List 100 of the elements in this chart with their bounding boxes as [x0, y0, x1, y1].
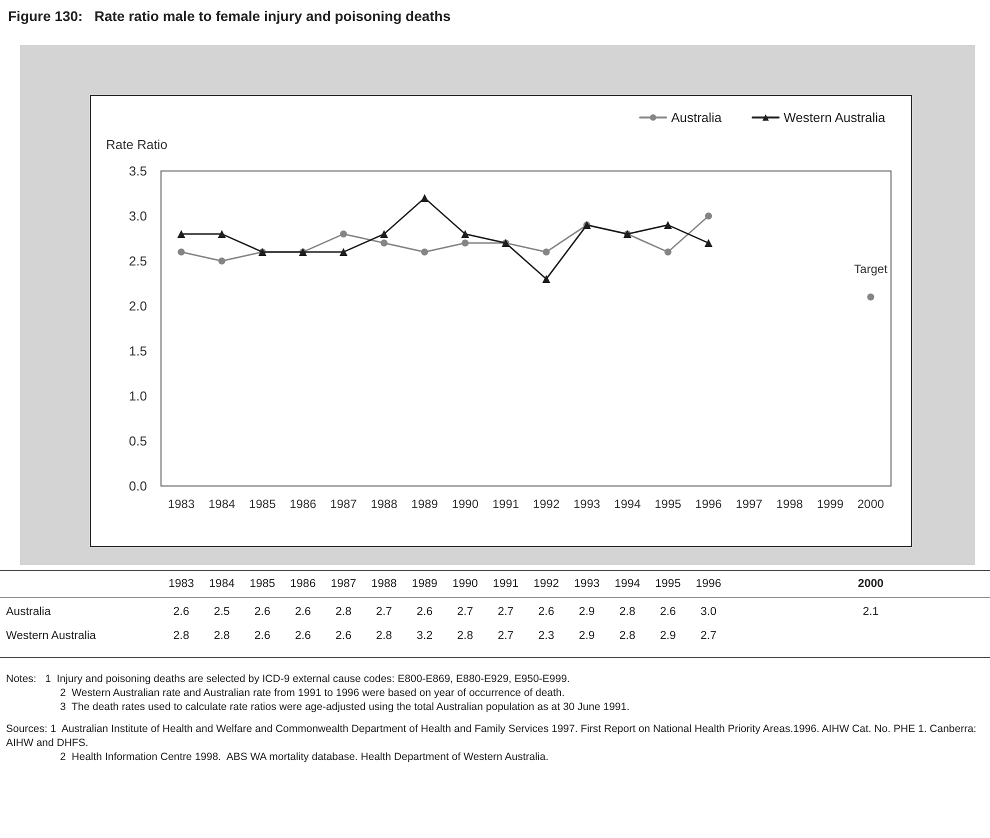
y-axis-title: Rate Ratio	[106, 137, 168, 152]
data-label: 2.8	[618, 606, 636, 618]
data-label: 2.6	[658, 606, 677, 618]
point	[380, 230, 388, 238]
point	[705, 212, 712, 220]
x-tick-label: 1995	[654, 497, 682, 511]
point	[421, 248, 428, 256]
x-tick-label: 1990	[452, 497, 479, 511]
text: Western Australia	[6, 630, 96, 642]
point	[218, 230, 226, 238]
x-tick-label: 1985	[249, 497, 276, 511]
data-label: 2.8	[375, 630, 394, 642]
x-tick-label: 1994	[614, 497, 642, 511]
x-tick-label: 1987	[330, 497, 358, 511]
text: Australia	[6, 606, 51, 618]
point	[178, 248, 185, 256]
data-label: 2.8	[212, 630, 231, 642]
point	[340, 230, 347, 238]
data-label: 2.6	[334, 630, 352, 642]
category-label: 1989	[412, 578, 438, 590]
x-tick-label: 1984	[208, 497, 236, 511]
annotation: Target	[854, 262, 888, 276]
y-tick-label: 3.0	[128, 208, 147, 224]
data-label: 2.8	[172, 630, 190, 642]
point	[461, 230, 470, 238]
data-label: 2.1	[862, 606, 880, 618]
data-label: 3.2	[416, 630, 434, 642]
x-tick-label: 1997	[736, 497, 763, 511]
data-label: 2.6	[253, 606, 272, 618]
text: Notes: 1 Injury and poisoning deaths are selected by ICD-9 external cause codes: E800-E869, E880-E929, E950-E999.	[6, 672, 571, 686]
x-tick-label: 1996	[695, 497, 722, 511]
x-tick-label: 1998	[776, 497, 804, 511]
data-label: 2.7	[456, 606, 474, 618]
text: 2 Health Information Centre 1998. ABS WA mortality database. Health Department of Western Australia.	[59, 750, 550, 764]
category-label: 1996	[696, 578, 722, 590]
data-label: 2.6	[537, 606, 556, 618]
category-label: 1994	[614, 578, 640, 590]
legend-label: Australia	[671, 110, 722, 125]
category-label: 2000	[858, 578, 884, 590]
y-tick-label: 3.5	[128, 164, 147, 178]
category-label: 1990	[452, 578, 478, 590]
x-tick-label: 1989	[411, 497, 438, 511]
data-label: 2.9	[658, 630, 677, 642]
data-label: 2.6	[294, 630, 312, 642]
y-tick-label: 0.5	[128, 434, 147, 448]
data-label: 2.7	[375, 606, 394, 618]
y-tick-label: 0.0	[128, 478, 147, 494]
point	[542, 248, 550, 256]
x-tick-label: 1988	[370, 497, 398, 511]
point	[867, 294, 874, 300]
category-label: 1993	[574, 578, 600, 590]
y-tick-label: 2.5	[128, 254, 147, 268]
category-label: 1991	[492, 578, 519, 590]
data-label: 2.9	[578, 630, 596, 642]
point	[420, 194, 429, 202]
x-tick-label: 1992	[532, 497, 560, 511]
point	[177, 230, 186, 238]
data-label: 2.5	[212, 606, 231, 618]
category-label: 1984	[209, 578, 235, 590]
point	[542, 275, 550, 283]
category-label: 1985	[250, 578, 276, 590]
x-tick-label: 1999	[816, 497, 844, 511]
point	[664, 248, 672, 256]
data-label: 2.8	[456, 630, 474, 642]
category-label: 1992	[533, 578, 560, 590]
data-label: 2.3	[537, 630, 556, 642]
y-tick-label: 2.0	[128, 298, 147, 314]
chart-title: Figure 130: Rate ratio male to female injury and poisoning deaths	[8, 8, 451, 24]
data-label: 2.8	[618, 630, 636, 642]
y-tick-label: 1.0	[128, 388, 147, 404]
category-label: 1987	[330, 578, 356, 590]
point	[380, 240, 388, 246]
data-label: 2.7	[700, 630, 718, 642]
point	[218, 258, 226, 264]
category-label: 1983	[168, 578, 194, 590]
data-label: 2.7	[496, 606, 515, 618]
data-label: 2.8	[334, 606, 352, 618]
x-tick-label: 2000	[857, 497, 884, 511]
point	[462, 240, 469, 246]
x-tick-label: 1991	[492, 497, 520, 511]
y-tick-label: 1.5	[128, 344, 147, 358]
x-tick-label: 1993	[573, 497, 601, 511]
data-label: 2.7	[496, 630, 515, 642]
data-label: 2.9	[578, 606, 596, 618]
category-label: 1995	[655, 578, 681, 590]
point	[704, 239, 712, 247]
legend-label: Western Australia	[784, 110, 886, 125]
data-label: 2.6	[416, 606, 434, 618]
source-note: Sources: 1 Australian Institute of Health and Welfare and Commonwealth Department of Health and Family Services 1997. First Report on National Health Priority Areas.1996. AIHW Cat. No. PHE 1. Canberra: AIHW and DHFS.	[6, 722, 978, 750]
data-label: 2.6	[294, 606, 312, 618]
category-label: 1988	[371, 578, 397, 590]
x-tick-label: 1986	[290, 497, 317, 511]
text: 3 The death rates used to calculate rate ratios were age-adjusted using the total Australian population as at 30 June 1991.	[59, 700, 631, 714]
point	[664, 221, 672, 229]
data-label: 2.6	[253, 630, 272, 642]
x-tick-label: 1983	[168, 497, 195, 511]
data-label: 3.0	[700, 606, 718, 618]
point	[340, 248, 348, 256]
data-label: 2.6	[172, 606, 190, 618]
category-label: 1986	[290, 578, 316, 590]
